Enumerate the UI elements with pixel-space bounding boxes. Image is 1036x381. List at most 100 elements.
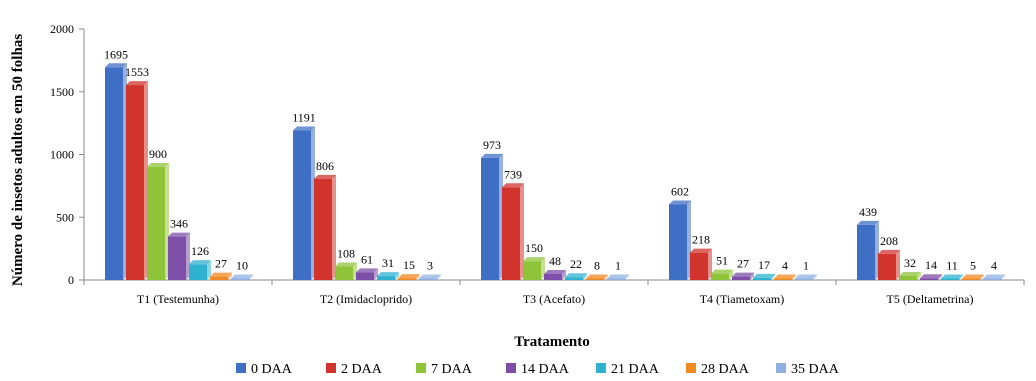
bar-value-label: 126 [191, 244, 209, 258]
bar [690, 252, 708, 280]
bar-value-label: 51 [716, 254, 728, 268]
bar [377, 276, 395, 280]
bar-top [335, 262, 357, 267]
bar [523, 261, 541, 280]
bar-top [753, 273, 775, 278]
bar [962, 278, 980, 280]
bar-top [147, 163, 169, 168]
bar-top [774, 274, 796, 279]
bar [941, 278, 959, 280]
bar-top [711, 269, 733, 274]
legend: 0 DAA 2 DAA 7 DAA 14 DAA 21 DAA 28 DAA 35 DAA [236, 362, 840, 377]
legend-label: 21 DAA [611, 362, 660, 377]
bar [356, 272, 374, 280]
y-tick-label: 500 [56, 210, 74, 224]
bar-side [416, 274, 420, 280]
legend-item: 21 DAA [596, 362, 660, 377]
bar-side [625, 274, 629, 280]
x-tick-label: T2 (Imidacloprido) [320, 292, 412, 306]
bar-side [604, 274, 608, 280]
bar-side [896, 249, 900, 280]
bar-side [959, 274, 963, 280]
bar [189, 264, 207, 280]
bar-top [398, 274, 420, 279]
bar-value-label: 602 [671, 184, 689, 198]
bar-top [168, 232, 190, 237]
bar-side [437, 274, 441, 280]
bar-side [520, 183, 524, 280]
bar-top [126, 81, 148, 86]
bar-value-label: 27 [737, 257, 749, 271]
x-tick-label: T5 (Deltametrina) [887, 292, 974, 306]
bar-side [750, 272, 754, 280]
x-tick-label: T4 (Tiametoxam) [700, 292, 785, 306]
y-axis-title: Número de insetos adultos em 50 folhas [10, 34, 26, 286]
legend-swatch [416, 363, 426, 373]
bar-value-label: 1191 [292, 111, 316, 125]
bar-value-label: 4 [782, 259, 788, 273]
bar [983, 278, 1001, 280]
x-axis-title: Tratamento [514, 334, 590, 350]
bar-value-label: 208 [880, 234, 898, 248]
bar [669, 204, 687, 280]
bar-top [314, 174, 336, 179]
bar-top [607, 274, 629, 279]
legend-label: 0 DAA [251, 362, 293, 377]
bar-value-label: 10 [236, 259, 248, 273]
bar [335, 266, 353, 280]
legend-item: 35 DAA [776, 362, 840, 377]
bar-value-label: 3 [427, 259, 433, 273]
bar [857, 224, 875, 280]
bar-top [565, 273, 587, 278]
bar-value-label: 22 [570, 257, 582, 271]
bar-value-label: 4 [991, 259, 997, 273]
bar-top [293, 126, 315, 131]
bar-value-label: 17 [758, 258, 770, 272]
bar [481, 157, 499, 280]
bar-value-label: 150 [525, 241, 543, 255]
bar-value-label: 1553 [125, 65, 149, 79]
bar-side [938, 274, 942, 280]
bar-top [189, 260, 211, 265]
bar-top [941, 274, 963, 279]
bar [920, 278, 938, 280]
bar [544, 273, 562, 280]
bar-side [332, 174, 336, 280]
bar [711, 273, 729, 280]
bar-top [899, 271, 921, 276]
bar-top [502, 183, 524, 188]
bar [795, 278, 813, 280]
bar-side [792, 274, 796, 280]
legend-swatch [776, 363, 786, 373]
bar-top [481, 153, 503, 158]
bar [586, 278, 604, 280]
bar [565, 277, 583, 280]
bar [293, 130, 311, 280]
bar-side [562, 269, 566, 280]
legend-label: 28 DAA [701, 362, 750, 377]
bar-top [732, 272, 754, 277]
bar-top [586, 274, 608, 279]
bar-top [210, 272, 232, 277]
bar-value-label: 11 [946, 259, 958, 273]
legend-item: 14 DAA [506, 362, 570, 377]
bar-side [207, 260, 211, 280]
bar [878, 253, 896, 280]
legend-label: 7 DAA [431, 362, 473, 377]
bar-value-label: 31 [382, 256, 394, 270]
legend-swatch [236, 363, 246, 373]
bar-top [857, 220, 879, 225]
bar-top [523, 257, 545, 262]
bar-top [962, 274, 984, 279]
bar-top [983, 274, 1005, 279]
bar [231, 278, 249, 280]
bar-top [419, 274, 441, 279]
bar-top [544, 269, 566, 274]
bar-side [395, 272, 399, 280]
y-tick-label: 0 [68, 273, 74, 287]
y-tick-label: 1500 [50, 85, 74, 99]
bar-value-label: 61 [361, 252, 373, 266]
bar [168, 236, 186, 280]
